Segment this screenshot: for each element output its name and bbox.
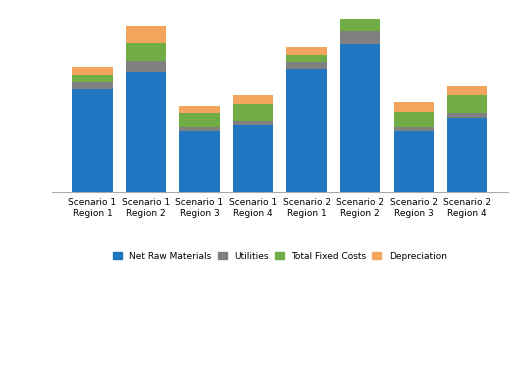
Bar	[126, 43, 166, 61]
Bar	[179, 105, 220, 114]
Bar	[287, 47, 327, 55]
Bar	[179, 131, 220, 192]
Bar	[447, 95, 487, 113]
Bar	[126, 72, 166, 192]
Bar	[447, 113, 487, 118]
Bar	[340, 31, 380, 44]
Bar	[287, 55, 327, 62]
Bar	[340, 7, 380, 31]
Bar	[72, 82, 112, 89]
Bar	[72, 75, 112, 82]
Bar	[72, 89, 112, 192]
Bar	[287, 69, 327, 192]
Bar	[179, 127, 220, 131]
Bar	[126, 26, 166, 43]
Bar	[126, 61, 166, 72]
Bar	[233, 125, 273, 192]
Bar	[394, 127, 434, 131]
Bar	[72, 67, 112, 75]
Bar	[233, 104, 273, 121]
Bar	[179, 114, 220, 127]
Legend: Net Raw Materials, Utilities, Total Fixed Costs, Depreciation: Net Raw Materials, Utilities, Total Fixe…	[113, 252, 447, 261]
Bar	[394, 131, 434, 192]
Bar	[233, 95, 273, 104]
Bar	[340, 0, 380, 7]
Bar	[394, 112, 434, 127]
Bar	[394, 102, 434, 112]
Bar	[447, 86, 487, 95]
Bar	[447, 118, 487, 192]
Bar	[287, 62, 327, 69]
Bar	[340, 44, 380, 192]
Bar	[233, 121, 273, 125]
